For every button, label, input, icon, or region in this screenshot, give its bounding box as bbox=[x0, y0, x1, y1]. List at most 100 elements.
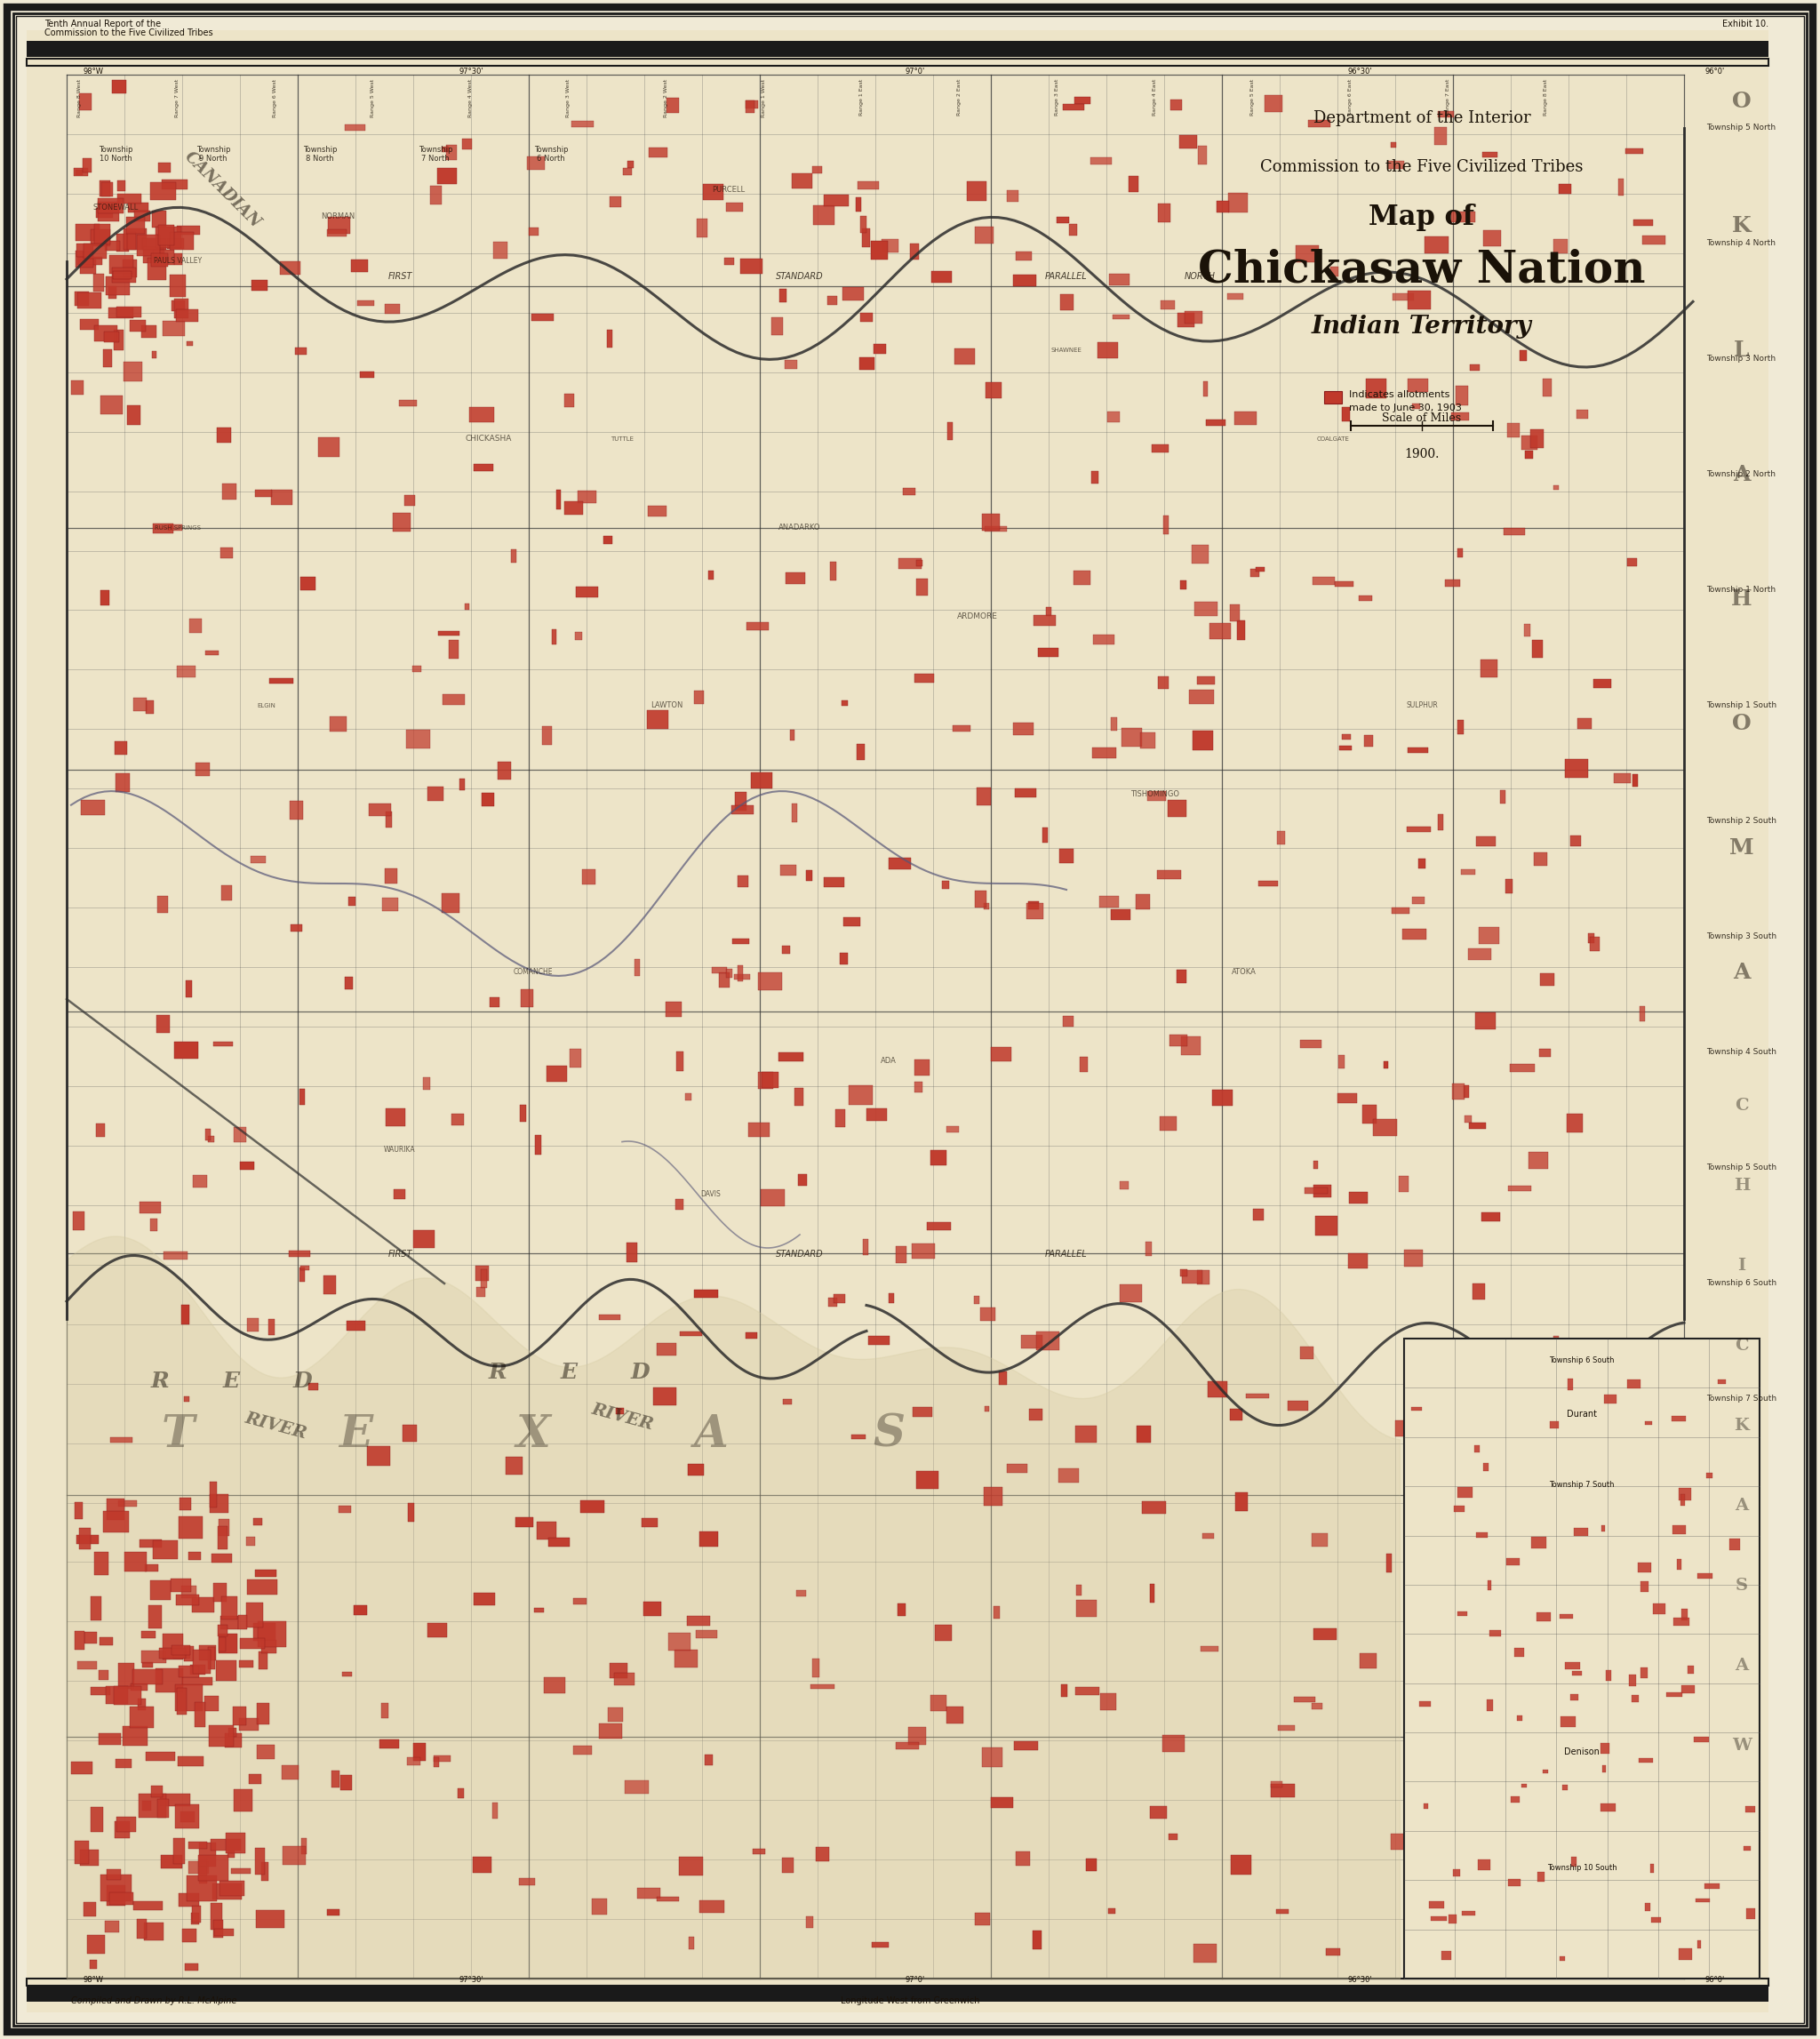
Bar bbox=[186, 981, 191, 997]
Bar bbox=[1252, 1209, 1263, 1219]
Bar bbox=[1485, 1868, 1502, 1880]
Bar bbox=[1511, 1772, 1516, 1790]
Bar bbox=[506, 1458, 522, 1474]
Bar bbox=[1207, 420, 1225, 426]
Bar bbox=[342, 1672, 351, 1676]
Text: Township 7 South: Township 7 South bbox=[1707, 1395, 1776, 1403]
Bar bbox=[75, 1503, 84, 1519]
Text: Indicates allotments: Indicates allotments bbox=[1349, 389, 1451, 400]
Bar bbox=[1507, 422, 1520, 438]
Bar bbox=[1536, 1837, 1543, 1849]
Bar bbox=[1278, 1725, 1294, 1731]
Text: Township 7 South: Township 7 South bbox=[1549, 1480, 1614, 1488]
Bar bbox=[1638, 1564, 1651, 1572]
Bar bbox=[1627, 1444, 1642, 1460]
Bar bbox=[1480, 661, 1498, 677]
Bar bbox=[1403, 928, 1427, 940]
Bar bbox=[95, 1552, 109, 1574]
Bar bbox=[1090, 157, 1112, 163]
Bar bbox=[915, 579, 928, 595]
Text: Denison: Denison bbox=[1563, 1747, 1600, 1756]
Bar bbox=[104, 332, 118, 343]
Bar bbox=[1425, 237, 1449, 253]
Bar bbox=[1158, 204, 1170, 222]
Text: S: S bbox=[872, 1413, 905, 1456]
Bar bbox=[812, 1660, 819, 1678]
Bar bbox=[1247, 1395, 1269, 1399]
Bar bbox=[1006, 1464, 1028, 1472]
Bar bbox=[719, 973, 730, 989]
Bar bbox=[98, 1670, 107, 1680]
Bar bbox=[413, 1743, 426, 1760]
Bar bbox=[384, 304, 400, 314]
Bar bbox=[91, 1807, 104, 1831]
Bar bbox=[115, 773, 129, 791]
Bar bbox=[1500, 789, 1505, 803]
Bar bbox=[142, 239, 166, 249]
Text: Township
10 North: Township 10 North bbox=[98, 145, 133, 163]
Bar bbox=[106, 1884, 126, 1906]
Bar bbox=[888, 858, 910, 869]
Bar bbox=[1340, 1054, 1345, 1068]
Text: Range 2 West: Range 2 West bbox=[664, 80, 668, 118]
Bar bbox=[255, 489, 273, 498]
Bar bbox=[757, 973, 783, 989]
Bar bbox=[433, 1758, 439, 1766]
Bar bbox=[124, 1552, 146, 1572]
Bar bbox=[1412, 897, 1425, 903]
Bar bbox=[289, 1250, 311, 1256]
Bar bbox=[151, 351, 157, 357]
Bar bbox=[1168, 1833, 1178, 1839]
Text: PURCELL: PURCELL bbox=[712, 186, 744, 194]
Bar bbox=[413, 1230, 435, 1248]
Bar bbox=[581, 1501, 604, 1513]
Bar bbox=[999, 1372, 1006, 1384]
Bar bbox=[180, 1811, 195, 1821]
Bar bbox=[1554, 1336, 1560, 1350]
Text: Range 1 East: Range 1 East bbox=[859, 80, 864, 116]
Bar bbox=[577, 587, 597, 597]
Bar bbox=[546, 1066, 566, 1083]
Bar bbox=[675, 1199, 684, 1209]
Text: WAURIKA: WAURIKA bbox=[384, 1146, 415, 1154]
Bar bbox=[213, 1042, 233, 1046]
Bar bbox=[289, 801, 302, 820]
Bar bbox=[147, 259, 167, 279]
Text: Range 5 West: Range 5 West bbox=[371, 80, 375, 118]
Bar bbox=[1552, 1637, 1571, 1652]
Bar bbox=[1150, 1584, 1154, 1603]
Bar bbox=[874, 345, 886, 353]
Text: Range 8 East: Range 8 East bbox=[1543, 80, 1549, 116]
Bar bbox=[228, 1849, 235, 1858]
Bar bbox=[779, 290, 786, 302]
Bar bbox=[528, 157, 544, 169]
Bar bbox=[1452, 1083, 1465, 1099]
Bar bbox=[27, 59, 1769, 65]
Text: SULPHUR: SULPHUR bbox=[1407, 701, 1438, 710]
Bar bbox=[175, 298, 187, 318]
Bar bbox=[1185, 312, 1203, 324]
Bar bbox=[977, 787, 990, 805]
Bar bbox=[1299, 1040, 1321, 1048]
Bar bbox=[209, 1482, 217, 1507]
Bar bbox=[116, 1817, 136, 1831]
Bar bbox=[118, 194, 140, 204]
Bar bbox=[757, 1073, 774, 1089]
Bar bbox=[739, 877, 748, 887]
Bar bbox=[857, 744, 864, 761]
Bar bbox=[1483, 1937, 1502, 1949]
Bar bbox=[115, 330, 124, 351]
Bar bbox=[1454, 1507, 1465, 1513]
Bar bbox=[300, 1268, 304, 1283]
Bar bbox=[379, 1739, 399, 1747]
Text: X: X bbox=[517, 1413, 550, 1456]
Bar bbox=[198, 1843, 217, 1868]
Bar bbox=[138, 1698, 146, 1711]
Bar bbox=[983, 514, 999, 530]
Bar bbox=[686, 1093, 692, 1101]
Bar bbox=[1631, 1815, 1638, 1821]
Bar bbox=[537, 1523, 555, 1539]
Bar bbox=[127, 232, 136, 251]
Bar bbox=[1522, 1784, 1527, 1788]
Bar bbox=[251, 279, 268, 292]
